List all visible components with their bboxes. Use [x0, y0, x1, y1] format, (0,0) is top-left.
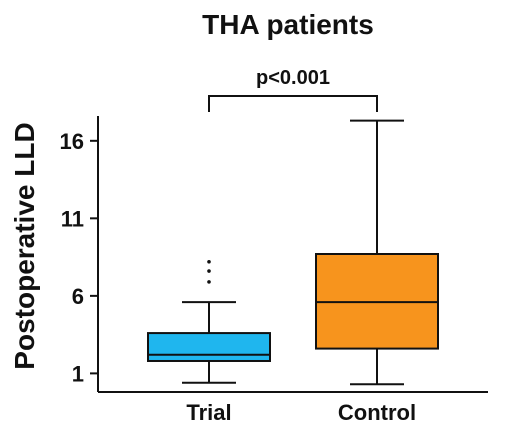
outlier-point	[207, 269, 211, 273]
outlier-point	[207, 280, 211, 284]
y-tick-label: 16	[60, 129, 84, 154]
y-tick-label: 11	[61, 206, 84, 231]
iqr-box	[147, 332, 271, 362]
y-tick-label: 1	[72, 361, 84, 386]
outlier-point	[207, 259, 211, 264]
x-category-label: Trial	[186, 400, 231, 425]
y-tick-label: 6	[72, 284, 84, 309]
x-category-label: Control	[338, 400, 416, 425]
box-trial	[147, 259, 271, 384]
p-value-label: p<0.001	[256, 67, 330, 89]
significance-bracket	[208, 95, 378, 112]
chart-title: THA patients	[202, 9, 374, 40]
box-control	[315, 119, 439, 386]
y-axis-label: Postoperative LLD	[9, 122, 40, 369]
